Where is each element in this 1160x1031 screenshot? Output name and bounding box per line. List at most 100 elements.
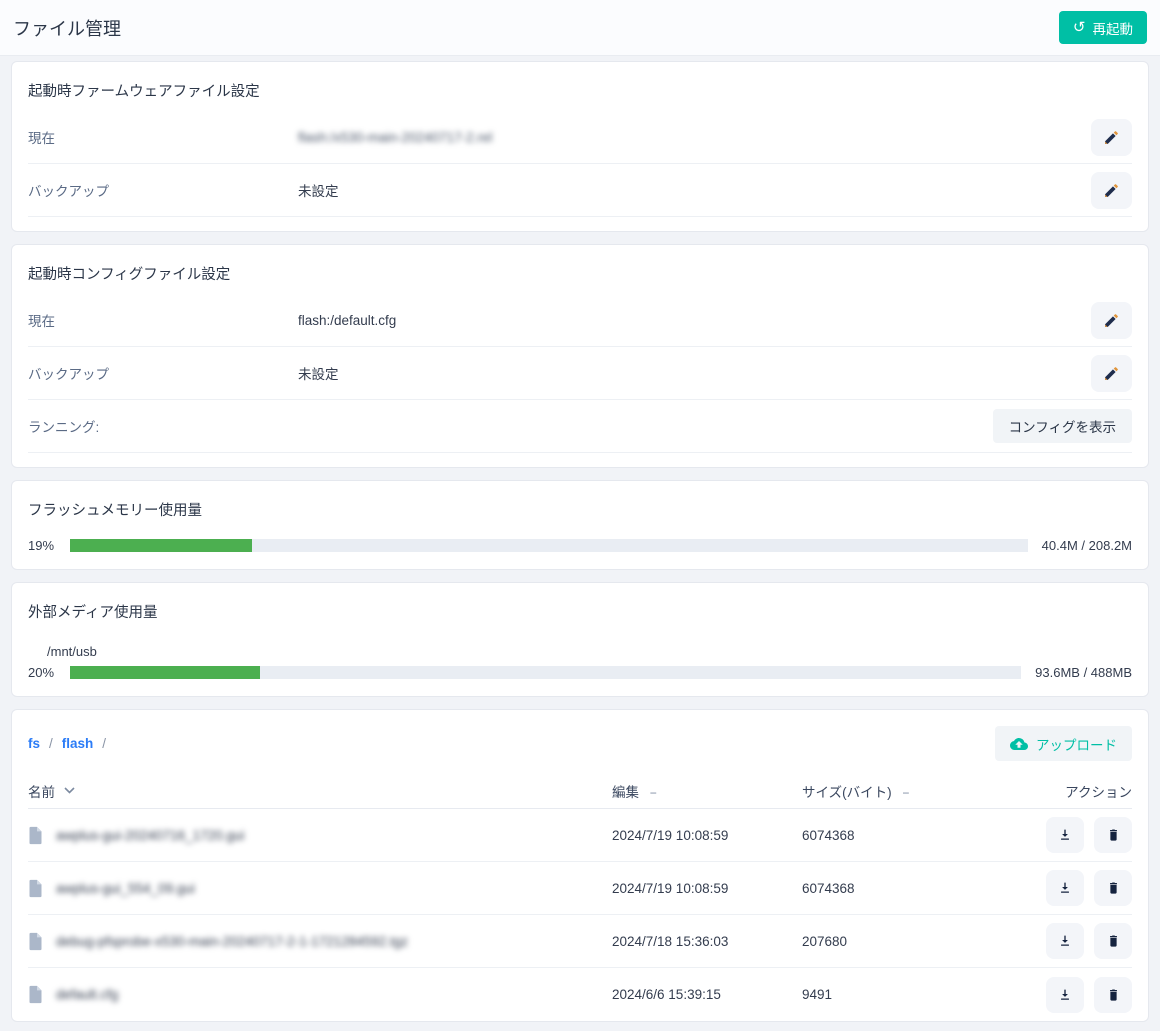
breadcrumb-separator: / <box>49 736 53 751</box>
column-header-name-label: 名前 <box>28 784 55 800</box>
sort-dash-icon: − <box>902 785 910 800</box>
breadcrumb-fs[interactable]: fs <box>28 736 41 751</box>
top-bar: ファイル管理 ↺ 再起動 <box>0 0 1160 56</box>
config-rows: 現在 flash:/default.cfg バックアップ 未設定 <box>28 294 1132 453</box>
flash-usage-amount: 40.4M / 208.2M <box>1041 538 1132 553</box>
trash-icon <box>1106 987 1121 1003</box>
download-button[interactable] <box>1046 923 1084 959</box>
column-header-size-label: サイズ(バイト) <box>802 784 892 800</box>
file-icon <box>28 932 43 951</box>
file-modified: 2024/6/6 15:39:15 <box>612 987 721 1002</box>
flash-usage-row: 19% 40.4M / 208.2M <box>28 530 1132 553</box>
external-media-card: 外部メディア使用量 /mnt/usb 20% 93.6MB / 488MB <box>11 582 1149 697</box>
config-settings-card: 起動時コンフィグファイル設定 現在 flash:/default.cfg バック… <box>11 244 1149 468</box>
flash-usage-progressbar <box>70 539 1028 552</box>
file-name: awplus-gui-20240716_1720.gui <box>56 827 245 843</box>
firmware-settings-card: 起動時ファームウェアファイル設定 現在 flash:/x530-main-202… <box>11 61 1149 232</box>
column-header-name[interactable]: 名前 <box>28 781 612 801</box>
restart-icon: ↺ <box>1072 19 1086 36</box>
file-size: 9491 <box>802 987 833 1002</box>
column-header-modified-label: 編集 <box>612 784 639 800</box>
mount-point-label: /mnt/usb <box>47 644 97 659</box>
download-button[interactable] <box>1046 817 1084 853</box>
flash-usage-card: フラッシュメモリー使用量 19% 40.4M / 208.2M <box>11 480 1149 570</box>
pencil-icon <box>1103 365 1120 382</box>
file-icon <box>28 879 43 898</box>
column-header-size[interactable]: サイズ(バイト) − <box>802 781 982 801</box>
column-header-actions: アクション <box>982 781 1132 801</box>
external-usage-progressbar <box>70 666 1022 679</box>
download-icon <box>1057 987 1073 1003</box>
flash-usage-percent: 19% <box>28 538 55 553</box>
edit-button[interactable] <box>1091 118 1132 156</box>
edit-button[interactable] <box>1091 354 1132 392</box>
setting-row: バックアップ 未設定 <box>28 347 1132 400</box>
upload-button-label: アップロード <box>1036 737 1117 753</box>
cloud-upload-icon <box>1010 737 1028 751</box>
download-button[interactable] <box>1046 870 1084 906</box>
setting-row: ランニング: コンフィグを表示 <box>28 400 1132 453</box>
setting-label: バックアップ <box>28 367 109 382</box>
file-size: 6074368 <box>802 827 855 843</box>
breadcrumb: fs / flash / <box>28 736 106 751</box>
setting-row: バックアップ 未設定 <box>28 164 1132 217</box>
external-usage-row: 20% 93.6MB / 488MB <box>28 659 1132 680</box>
file-name: default.cfg <box>56 987 119 1002</box>
download-button[interactable] <box>1046 976 1084 1013</box>
trash-icon <box>1106 827 1121 843</box>
delete-button[interactable] <box>1094 870 1132 906</box>
delete-button[interactable] <box>1094 923 1132 959</box>
edit-button[interactable] <box>1091 301 1132 339</box>
delete-button[interactable] <box>1094 976 1132 1013</box>
pencil-icon <box>1103 312 1120 329</box>
external-usage-progress-fill <box>70 666 261 679</box>
external-usage-amount: 93.6MB / 488MB <box>1035 665 1132 680</box>
setting-label: 現在 <box>28 131 55 146</box>
file-name: awplus-gui_554_09.gui <box>56 880 195 896</box>
show-config-button[interactable]: コンフィグを表示 <box>992 409 1132 443</box>
pencil-icon <box>1103 129 1120 146</box>
flash-usage-title: フラッシュメモリー使用量 <box>28 503 202 519</box>
page-title: ファイル管理 <box>13 18 121 39</box>
file-name: debug-pfsprobe-x530-main-20240717-2-1-17… <box>56 933 409 949</box>
file-browser-card: fs / flash / アップロード 名前 編集 − <box>11 709 1149 1022</box>
setting-label: ランニング: <box>28 420 100 435</box>
breadcrumb-separator: / <box>102 736 107 751</box>
download-icon <box>1057 933 1073 949</box>
external-usage-percent: 20% <box>28 665 55 680</box>
trash-icon <box>1106 880 1121 896</box>
file-icon <box>28 985 43 1004</box>
file-browser-header: fs / flash / アップロード <box>28 710 1132 773</box>
setting-label: バックアップ <box>28 184 109 199</box>
file-icon <box>28 826 43 845</box>
flash-usage-progress-fill <box>70 539 252 552</box>
file-modified: 2024/7/18 15:36:03 <box>612 933 729 949</box>
upload-button[interactable]: アップロード <box>995 726 1132 761</box>
column-header-modified[interactable]: 編集 − <box>612 781 802 801</box>
table-row: default.cfg 2024/6/6 15:39:15 9491 <box>28 968 1132 1021</box>
restart-button[interactable]: ↺ 再起動 <box>1058 11 1147 44</box>
file-size: 207680 <box>802 933 848 949</box>
edit-button[interactable] <box>1091 171 1132 209</box>
delete-button[interactable] <box>1094 817 1132 853</box>
setting-row: 現在 flash:/default.cfg <box>28 294 1132 347</box>
file-size: 6074368 <box>802 880 855 896</box>
table-row: awplus-gui_554_09.gui 2024/7/19 10:08:59… <box>28 862 1132 915</box>
setting-value: 未設定 <box>298 184 339 199</box>
setting-value: flash:/x530-main-20240717-2.rel <box>298 129 493 145</box>
breadcrumb-flash[interactable]: flash <box>61 736 94 751</box>
pencil-icon <box>1103 182 1120 199</box>
setting-value: 未設定 <box>298 367 339 382</box>
firmware-rows: 現在 flash:/x530-main-20240717-2.rel バックアッ… <box>28 111 1132 217</box>
column-header-actions-label: アクション <box>1065 784 1132 800</box>
file-modified: 2024/7/19 10:08:59 <box>612 880 729 896</box>
file-table-body: awplus-gui-20240716_1720.gui 2024/7/19 1… <box>28 809 1132 1021</box>
main-content: 起動時ファームウェアファイル設定 現在 flash:/x530-main-202… <box>0 56 1160 1022</box>
file-modified: 2024/7/19 10:08:59 <box>612 827 729 843</box>
chevron-down-icon <box>64 787 75 794</box>
setting-row: 現在 flash:/x530-main-20240717-2.rel <box>28 111 1132 164</box>
sort-dash-icon: − <box>649 785 657 800</box>
restart-button-label: 再起動 <box>1092 21 1134 37</box>
external-media-title: 外部メディア使用量 <box>28 605 158 621</box>
setting-value: flash:/default.cfg <box>298 312 397 328</box>
